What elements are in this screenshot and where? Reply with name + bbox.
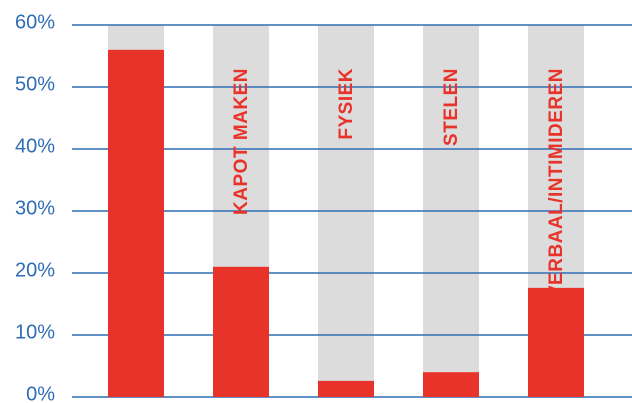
bar <box>423 372 479 397</box>
y-tick-label: 60% <box>15 11 55 33</box>
y-tick-label: 40% <box>15 135 55 157</box>
category-label: FYSIEK <box>336 68 357 140</box>
y-tick-label: 50% <box>15 73 55 95</box>
bar <box>528 287 584 397</box>
y-tick-label: 30% <box>15 197 55 219</box>
category-label: VERBAAL/INTIMIDEREN <box>546 68 567 298</box>
y-tick-label: 10% <box>15 321 55 343</box>
bar <box>108 49 164 398</box>
y-tick-label: 20% <box>15 259 55 281</box>
bar <box>213 266 269 397</box>
bar <box>318 380 374 397</box>
category-label: KAPOT MAKEN <box>231 68 252 215</box>
category-label: DREIGEN <box>126 68 147 158</box>
category-label: STELEN <box>441 68 462 146</box>
y-tick-label: 0% <box>26 383 55 403</box>
